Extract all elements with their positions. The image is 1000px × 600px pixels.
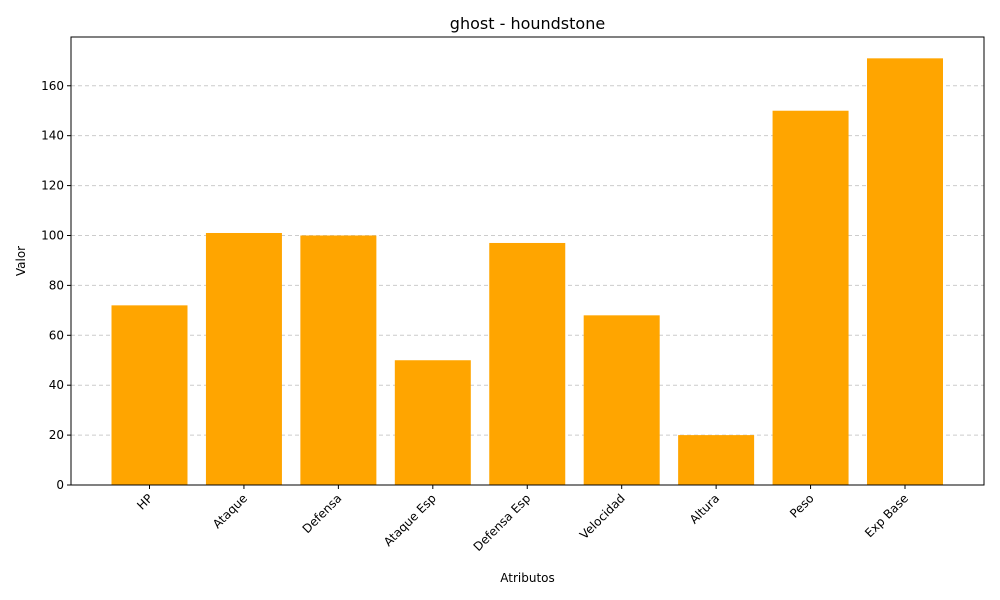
x-tick-label: Peso bbox=[787, 491, 817, 521]
y-tick-label: 60 bbox=[49, 328, 64, 342]
y-axis-label: Valor bbox=[14, 246, 28, 276]
y-tick-label: 40 bbox=[49, 378, 64, 392]
x-tick-label: Defensa Esp bbox=[471, 491, 534, 554]
bar-ataque-esp bbox=[394, 360, 471, 485]
bar-altura bbox=[678, 435, 755, 485]
x-tick-label: Defensa bbox=[300, 491, 345, 536]
bar-velocidad bbox=[583, 315, 660, 485]
y-tick-label: 140 bbox=[41, 129, 64, 143]
x-axis-label: Atributos bbox=[500, 571, 555, 585]
bar-exp-base bbox=[867, 58, 943, 485]
x-tick-label: HP bbox=[134, 491, 155, 512]
x-tick-label: Exp Base bbox=[862, 491, 911, 540]
y-tick-label: 100 bbox=[41, 228, 64, 242]
x-tick-label: Altura bbox=[687, 491, 722, 526]
x-tick-label: Velocidad bbox=[577, 491, 628, 542]
y-tick-label: 80 bbox=[49, 278, 64, 292]
y-tick-label: 0 bbox=[56, 478, 64, 492]
bar-peso bbox=[772, 110, 849, 486]
bar-ataque bbox=[205, 232, 282, 485]
bar-defensa-esp bbox=[489, 242, 566, 485]
y-tick-label: 160 bbox=[41, 79, 64, 93]
bars bbox=[111, 58, 943, 486]
y-tick-label: 120 bbox=[41, 179, 64, 193]
bar-hp bbox=[111, 305, 188, 485]
x-tick-label: Ataque bbox=[210, 491, 250, 531]
x-tick-label: Ataque Esp bbox=[381, 491, 439, 549]
x-axis-ticks: HP Ataque Defensa Ataque Esp Defensa Esp Velo… bbox=[134, 485, 911, 554]
chart-title: ghost - houndstone bbox=[450, 14, 605, 33]
y-axis-ticks: 0 20 40 60 80 100 120 140 160 bbox=[41, 79, 71, 492]
bar-defensa bbox=[300, 235, 377, 485]
y-tick-label: 20 bbox=[49, 428, 64, 442]
